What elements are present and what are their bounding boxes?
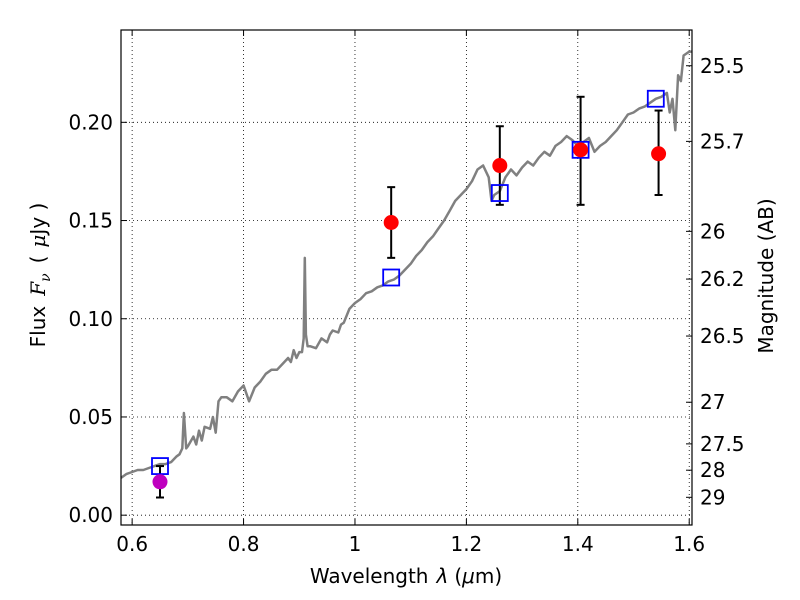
- ticks: 0.6 0.8 1 1.2 1.4 1.6 0.00 0.05 0.10 0.15 0.20 25.5…: [68, 30, 745, 556]
- flux-point: [651, 146, 667, 162]
- y2-tick-label: 27.5: [700, 432, 745, 456]
- flux-point: [383, 215, 399, 230]
- model-band-square: [151, 457, 169, 475]
- model-band-square: [571, 140, 590, 159]
- y-tick-label: 0.05: [68, 405, 113, 429]
- model-band-square: [382, 268, 401, 287]
- model-band-square: [646, 89, 665, 108]
- y-axis-label: FluxFν(μJy ): [26, 203, 54, 348]
- y2-tick-label: 29: [700, 485, 725, 509]
- spectrum-layer: [120, 50, 692, 479]
- x-tick-label: 1: [349, 532, 362, 556]
- spectrum-line: [120, 50, 692, 479]
- flux-point: [573, 142, 589, 158]
- y2-tick-label: 25.5: [700, 54, 745, 78]
- plot-frame: [120, 29, 693, 526]
- y2-tick-label: 26.2: [700, 267, 745, 291]
- x-tick-label: 1.6: [673, 532, 705, 556]
- y-tick-label: 0.20: [68, 110, 113, 134]
- y-tick-label: 0.10: [68, 307, 113, 331]
- x-tick-label: 1.4: [562, 532, 594, 556]
- y2-tick-label: 28: [700, 458, 725, 482]
- flux-point: [152, 474, 168, 490]
- y2-tick-label: 25.7: [700, 129, 745, 153]
- y2-tick-label: 27: [700, 390, 725, 414]
- model-band-square: [490, 184, 509, 202]
- x-tick-label: 1.2: [450, 532, 482, 556]
- grid: [121, 30, 692, 525]
- x-tick-label: 0.6: [116, 532, 148, 556]
- y2-axis-label: Magnitude (AB): [754, 198, 778, 353]
- points-layer: [151, 89, 667, 499]
- y2-tick-label: 26: [700, 219, 725, 243]
- x-tick-label: 0.8: [228, 532, 260, 556]
- y-tick-label: 0.00: [68, 503, 113, 527]
- y-tick-label: 0.15: [68, 209, 113, 233]
- y2-tick-label: 26.5: [700, 324, 745, 348]
- x-axis-label: Wavelength λ (μm): [310, 564, 502, 588]
- flux-point: [492, 158, 508, 174]
